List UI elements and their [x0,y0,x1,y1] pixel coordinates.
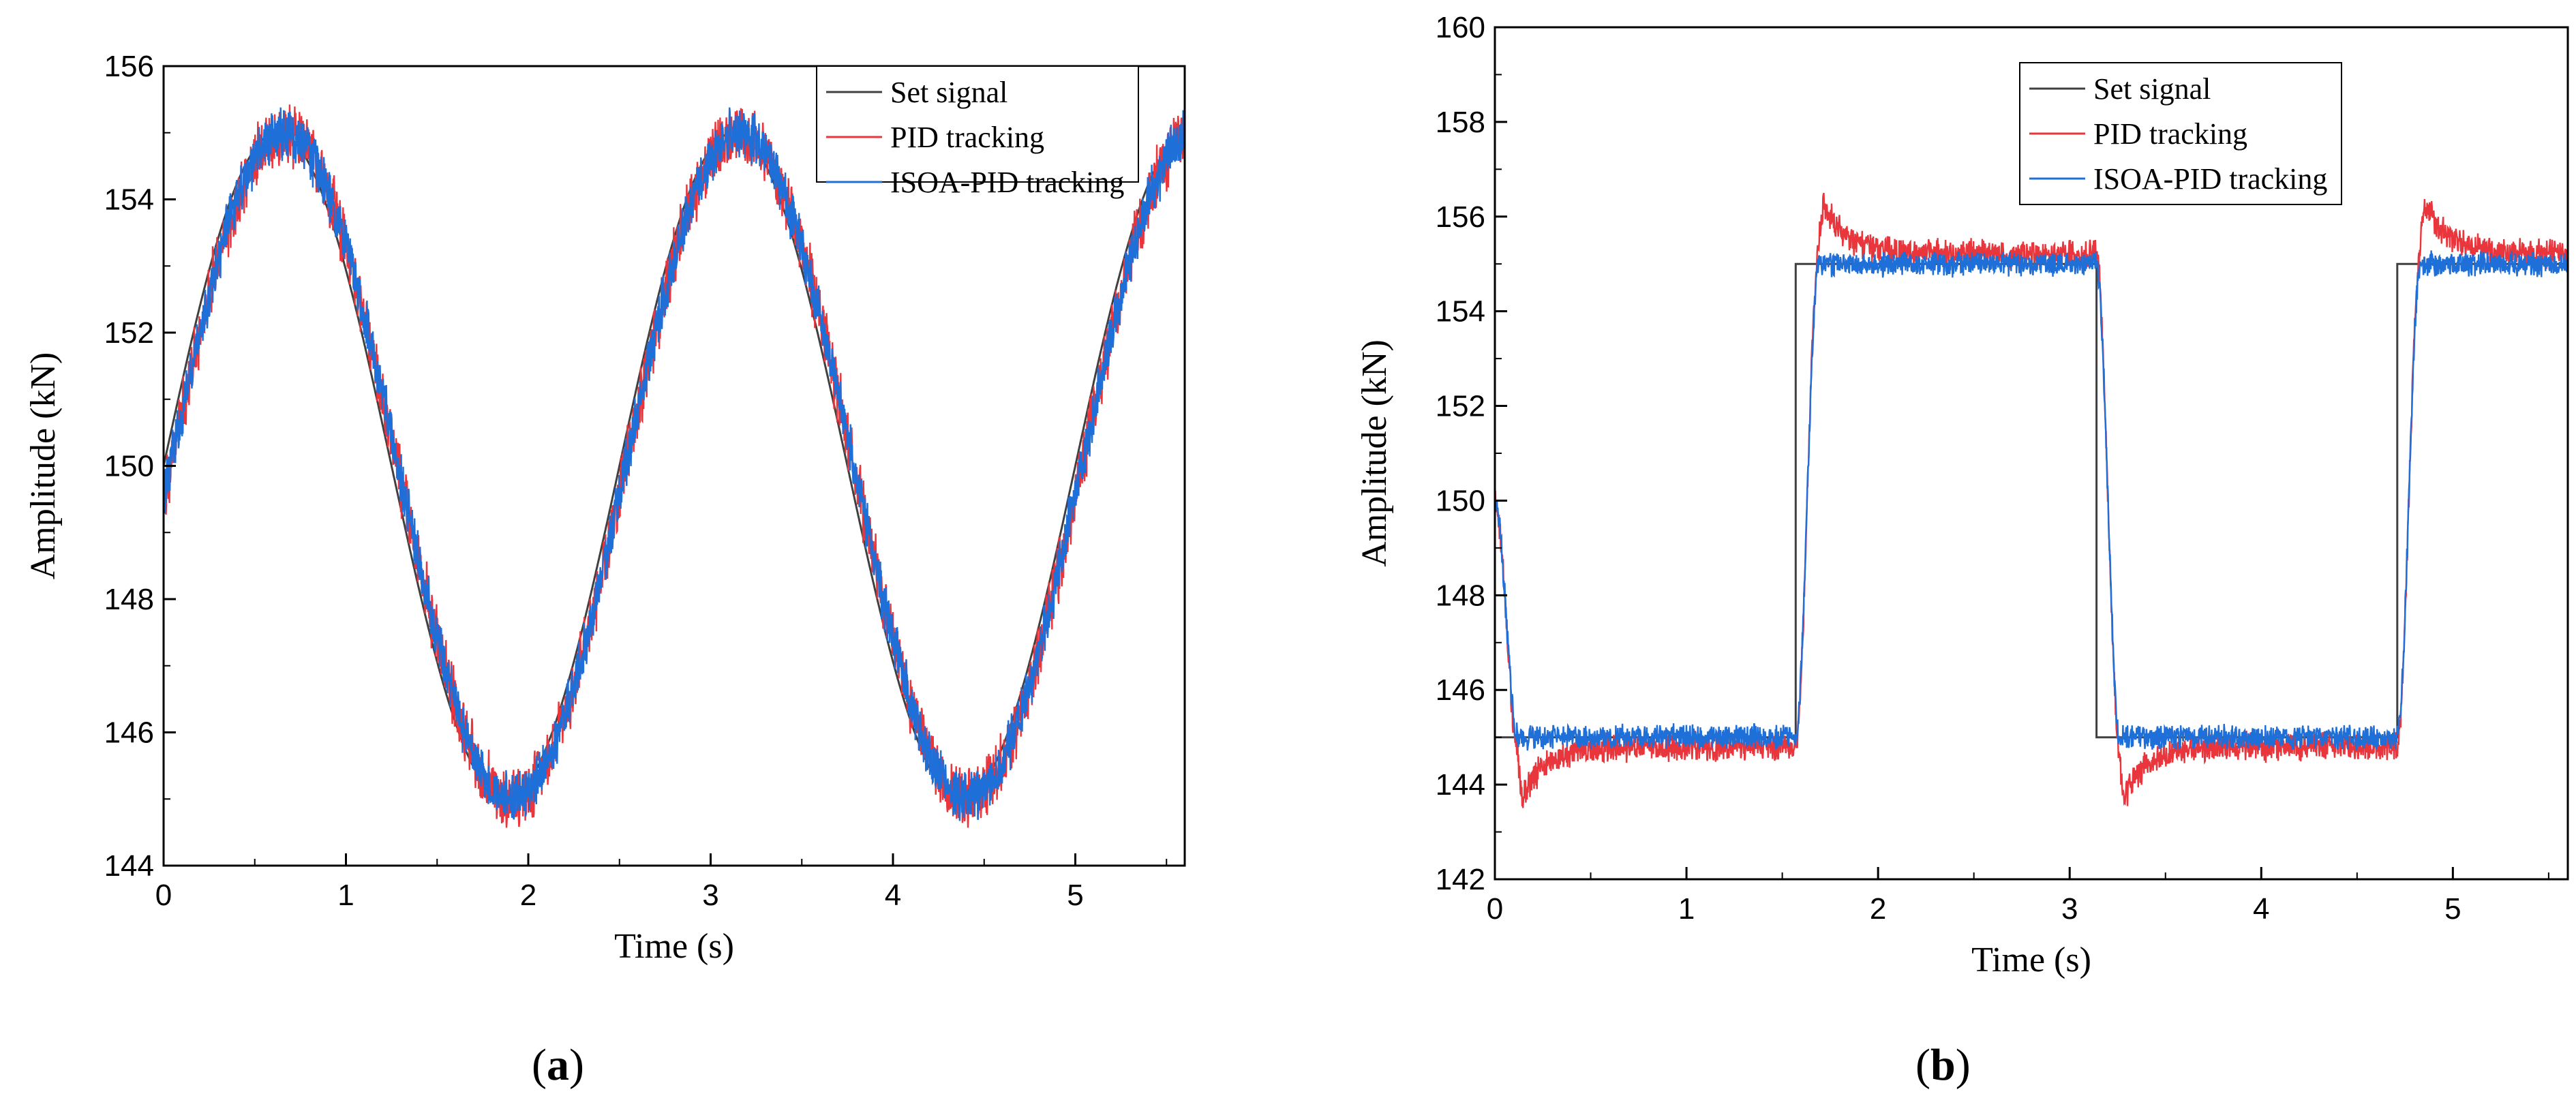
y-tick-label: 148 [104,583,154,616]
y-axis-title: Amplitude (kN) [24,352,63,580]
x-tick-label: 3 [702,879,718,912]
y-tick-label: 156 [1436,200,1485,234]
legend-box [816,65,1139,183]
y-tick-label: 154 [1436,295,1485,329]
y-tick-label: 148 [1436,579,1485,612]
y-tick-label: 158 [1436,106,1485,139]
x-tick-label: 0 [1487,892,1503,926]
legend: Set signal PID tracking ISOA-PID tracking [816,65,1139,199]
x-tick-label: 4 [885,879,901,912]
y-tick-label: 150 [104,450,154,483]
chart-b-svg: 0 1 2 3 4 5 142 144 146 148 150 152 154 156 158 160 Time… [1355,11,2569,979]
x-tick-label: 5 [1067,879,1083,912]
x-tick-label: 5 [2444,892,2461,926]
x-axis-title: Time (s) [614,927,734,966]
y-tick-label: 156 [104,50,154,83]
chart-panel-b: 0 1 2 3 4 5 142 144 146 148 150 152 154 156 158 160 Time… [1295,0,2576,1111]
y-tick-label: 152 [1436,390,1485,423]
y-tick-label: 142 [1436,863,1485,896]
legend-label: PID tracking [890,121,1044,154]
x-tick-label: 1 [1678,892,1695,926]
x-tick-label: 2 [520,879,536,912]
legend-label: PID tracking [2093,117,2247,151]
y-tick-label: 144 [104,849,154,883]
x-tick-label: 3 [2061,892,2078,926]
legend-box [2019,62,2342,205]
series-line-isoa-pid-tracking [1495,250,2568,751]
legend-label: Set signal [890,76,1007,109]
y-tick-label: 150 [1436,484,1485,517]
x-tick-label: 2 [1870,892,1886,926]
chart-panel-a: 0 1 2 3 4 5 144 146 148 150 152 154 156 Time (s) Ampli… [0,0,1213,1111]
caption-a: (a) [532,1040,584,1090]
x-tick-label: 0 [155,879,172,912]
series-line-isoa-pid-tracking [164,107,1185,821]
y-tick-label: 146 [104,716,154,750]
y-tick-label: 160 [1436,11,1485,44]
legend: Set signal PID tracking ISOA-PID tracking [2019,62,2342,205]
legend-label: ISOA-PID tracking [2093,162,2327,196]
series-line-pid-tracking [1495,192,2568,808]
plot-area [1495,192,2568,808]
caption-b: (b) [1915,1040,1971,1090]
series-line-pid-tracking [164,104,1185,828]
x-tick-label: 1 [337,879,354,912]
x-tick-label: 4 [2253,892,2269,926]
y-axis-title: Amplitude (kN) [1355,339,1394,567]
legend-label: ISOA-PID tracking [890,166,1124,199]
y-tick-label: 152 [104,316,154,350]
plot-area [164,104,1185,828]
chart-a-svg: 0 1 2 3 4 5 144 146 148 150 152 154 156 Time (s) Ampli… [24,50,1186,966]
y-tick-label: 144 [1436,768,1485,802]
series-line-set-signal [1495,262,2568,739]
y-tick-label: 154 [104,183,154,217]
y-tick-label: 146 [1436,673,1485,707]
legend-label: Set signal [2093,72,2211,106]
x-axis-title: Time (s) [1971,941,2091,979]
